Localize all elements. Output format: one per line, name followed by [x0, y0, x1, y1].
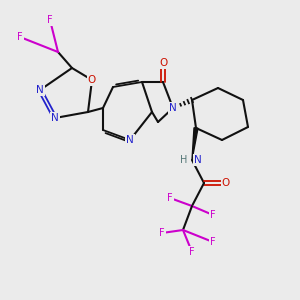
Text: N: N: [51, 113, 59, 123]
Text: O: O: [159, 58, 167, 68]
Text: N: N: [126, 135, 134, 145]
Text: F: F: [17, 32, 23, 42]
Text: F: F: [159, 228, 165, 238]
Text: F: F: [47, 15, 53, 25]
Text: O: O: [222, 178, 230, 188]
Polygon shape: [192, 128, 198, 160]
Text: N: N: [194, 155, 202, 165]
Text: F: F: [167, 193, 173, 203]
Text: O: O: [88, 75, 96, 85]
Text: F: F: [189, 247, 195, 257]
Text: F: F: [210, 210, 216, 220]
Text: N: N: [36, 85, 44, 95]
Text: N: N: [169, 103, 177, 113]
Text: H: H: [180, 155, 187, 165]
Text: F: F: [210, 237, 216, 247]
